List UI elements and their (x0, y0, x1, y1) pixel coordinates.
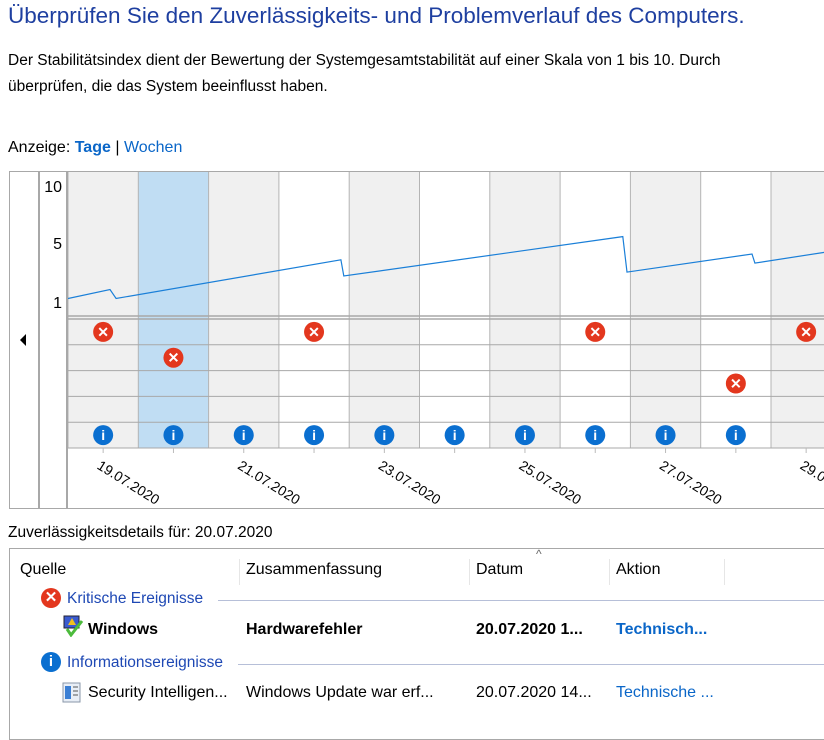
critical-event-icon (796, 321, 817, 342)
critical-event-icon-glyph: ✕ (168, 350, 180, 366)
critical-event-icon-glyph: ✕ (730, 376, 742, 392)
critical-icon: ✕ (41, 588, 61, 608)
day-column[interactable] (278, 172, 350, 448)
description-line-2: überprüfen, die das System beeinflusst h… (8, 78, 328, 95)
row-summary: Hardwarefehler (246, 621, 363, 638)
day-column[interactable] (700, 172, 771, 448)
day-column[interactable] (68, 172, 139, 448)
details-label: Zuverlässigkeitsdetails für: 20.07.2020 (8, 524, 273, 541)
reliability-chart: 10 5 1 ✕ ✕ ✕ ✕ ✕ ✕ i i i i i i i i i i 19.07.2020 21.07.2… (9, 171, 824, 509)
group-divider (238, 664, 824, 665)
info-event-icon-glyph: i (242, 427, 246, 443)
info-event-icon (444, 425, 465, 446)
stability-index-line (68, 235, 824, 300)
row-source[interactable]: Windows (88, 621, 159, 638)
info-event-icon (233, 425, 254, 446)
critical-event-icon (304, 321, 325, 342)
group-information-events[interactable]: Informationsereignisse (67, 654, 223, 671)
column-header-date[interactable]: Datum (476, 559, 610, 585)
column-header-summary[interactable]: Zusammenfassung (246, 559, 470, 585)
sort-ascending-icon: ^ (536, 547, 542, 561)
y-tick: 10 (44, 179, 62, 196)
x-tick-label: 27.07.2020 (657, 457, 725, 508)
critical-event-icon-glyph: ✕ (800, 324, 812, 340)
info-icon: i (41, 652, 61, 672)
info-event-icon-glyph: i (453, 427, 457, 443)
critical-event-icon-glyph: ✕ (589, 324, 601, 340)
view-separator: | (115, 139, 120, 156)
day-column[interactable] (208, 172, 279, 448)
technical-details-link[interactable]: Technische ... (616, 684, 714, 701)
x-tick-label: 19.07.2020 (95, 457, 163, 508)
info-event-icon (163, 425, 184, 446)
y-tick: 5 (53, 236, 62, 253)
info-event-icon-glyph: i (172, 427, 176, 443)
row-date: 20.07.2020 14... (476, 684, 592, 701)
row-source[interactable]: Security Intelligen... (88, 684, 228, 701)
info-event-icon-glyph: i (101, 427, 105, 443)
critical-event-icon (725, 373, 746, 394)
day-column[interactable] (771, 172, 824, 448)
view-weeks-link[interactable]: Wochen (123, 139, 183, 156)
critical-event-icon (163, 347, 184, 368)
group-divider (218, 600, 824, 601)
info-event-icon (585, 425, 606, 446)
arrow-left-icon (20, 334, 26, 346)
scroll-left-button[interactable] (10, 172, 40, 508)
x-tick-label: 25.07.2020 (516, 457, 584, 508)
view-label: Anzeige: (8, 139, 71, 156)
plot-area[interactable]: ✕ ✕ ✕ ✕ ✕ ✕ i i i i i i i i i i 19.07.2020 21.07.2020 23.0… (68, 172, 824, 508)
info-event-icon (725, 425, 746, 446)
info-event-icon (655, 425, 676, 446)
technical-details-link[interactable]: Technisch... (616, 621, 708, 638)
day-column[interactable] (560, 172, 631, 448)
description-line-1: Der Stabilitätsindex dient der Bewertung… (8, 52, 721, 69)
y-axis: 10 5 1 (40, 172, 68, 508)
x-tick-label: 21.07.2020 (235, 457, 303, 508)
row-date: 20.07.2020 1... (476, 621, 583, 638)
day-column[interactable] (489, 172, 561, 448)
view-selector: Anzeige: Tage | Wochen (8, 139, 182, 157)
critical-event-icon (585, 321, 606, 342)
info-event-icon (304, 425, 325, 446)
day-column[interactable] (349, 172, 420, 448)
details-table: Quelle Zusammenfassung Datum ^ Aktion ✕ … (9, 547, 824, 740)
update-document-icon (62, 682, 82, 704)
info-event-icon-glyph: i (593, 427, 597, 443)
info-event-icon-glyph: i (734, 427, 738, 443)
view-days-link[interactable]: Tage (74, 139, 111, 156)
row-summary: Windows Update war erf... (246, 684, 434, 701)
page-title: Überprüfen Sie den Zuverlässigkeits- und… (8, 3, 745, 28)
info-event-icon-glyph: i (523, 427, 527, 443)
day-column[interactable] (419, 172, 490, 448)
critical-event-icon-glyph: ✕ (308, 324, 320, 340)
info-event-icon (374, 425, 395, 446)
critical-event-icon-glyph: ✕ (97, 324, 109, 340)
critical-event-icon (93, 321, 114, 342)
info-event-icon-glyph: i (312, 427, 316, 443)
info-event-icon-glyph: i (382, 427, 386, 443)
day-column[interactable] (138, 172, 209, 448)
column-header-source[interactable]: Quelle (20, 559, 240, 585)
column-header-action[interactable]: Aktion (616, 559, 725, 585)
info-event-icon (514, 425, 535, 446)
y-tick: 1 (53, 295, 62, 312)
x-tick-label: 23.07.2020 (376, 457, 444, 508)
x-tick-label: 29.07.2020 (798, 457, 824, 508)
group-critical-events[interactable]: Kritische Ereignisse (67, 590, 204, 607)
info-event-icon (93, 425, 114, 446)
day-column[interactable] (630, 172, 701, 448)
windows-maintenance-icon (62, 615, 84, 638)
info-event-icon-glyph: i (664, 427, 668, 443)
